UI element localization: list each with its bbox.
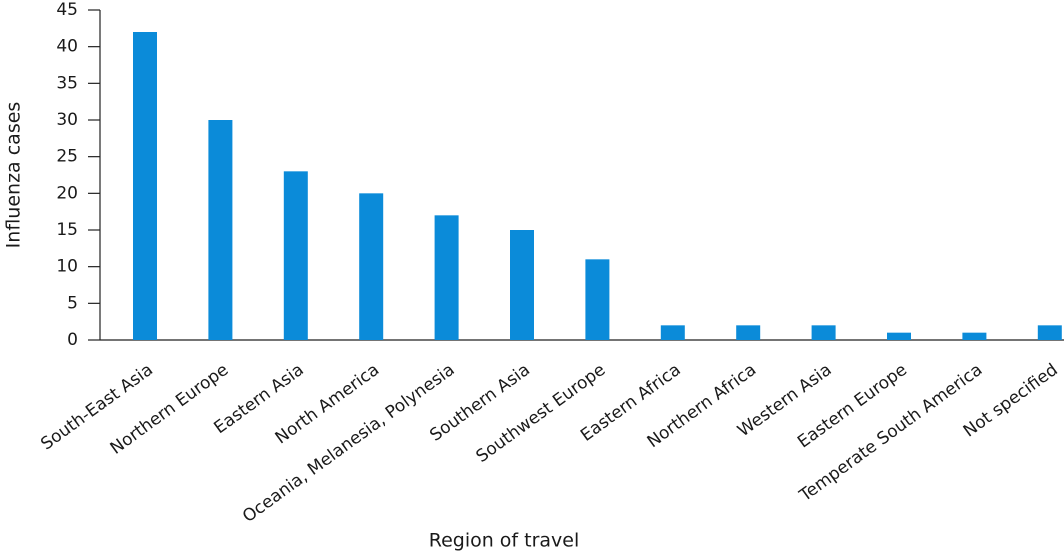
y-tick-label: 10 bbox=[56, 257, 78, 277]
bar bbox=[887, 332, 911, 340]
bar bbox=[811, 325, 836, 340]
y-axis-title: Influenza cases bbox=[3, 102, 25, 249]
y-tick-label: 45 bbox=[56, 0, 78, 20]
y-tick-label: 35 bbox=[56, 73, 78, 93]
bar bbox=[283, 171, 308, 340]
bar bbox=[1037, 325, 1062, 340]
bar bbox=[510, 230, 534, 340]
y-tick-label: 5 bbox=[67, 293, 78, 313]
bar bbox=[434, 215, 459, 340]
bar bbox=[585, 259, 610, 340]
y-tick-label: 25 bbox=[56, 147, 78, 167]
bar bbox=[660, 325, 685, 340]
y-tick-label: 40 bbox=[56, 37, 78, 57]
bar bbox=[736, 325, 761, 340]
y-tick-label: 30 bbox=[56, 110, 78, 130]
y-tick-label: 0 bbox=[67, 330, 78, 350]
bar bbox=[962, 332, 987, 340]
y-tick-label: 15 bbox=[56, 220, 78, 240]
bar bbox=[359, 193, 384, 340]
bar bbox=[208, 120, 233, 340]
x-tick-label: Southwest Europe bbox=[473, 360, 610, 467]
y-tick-label: 20 bbox=[56, 183, 78, 203]
bar bbox=[133, 32, 157, 340]
x-axis-title: Region of travel bbox=[429, 530, 580, 552]
